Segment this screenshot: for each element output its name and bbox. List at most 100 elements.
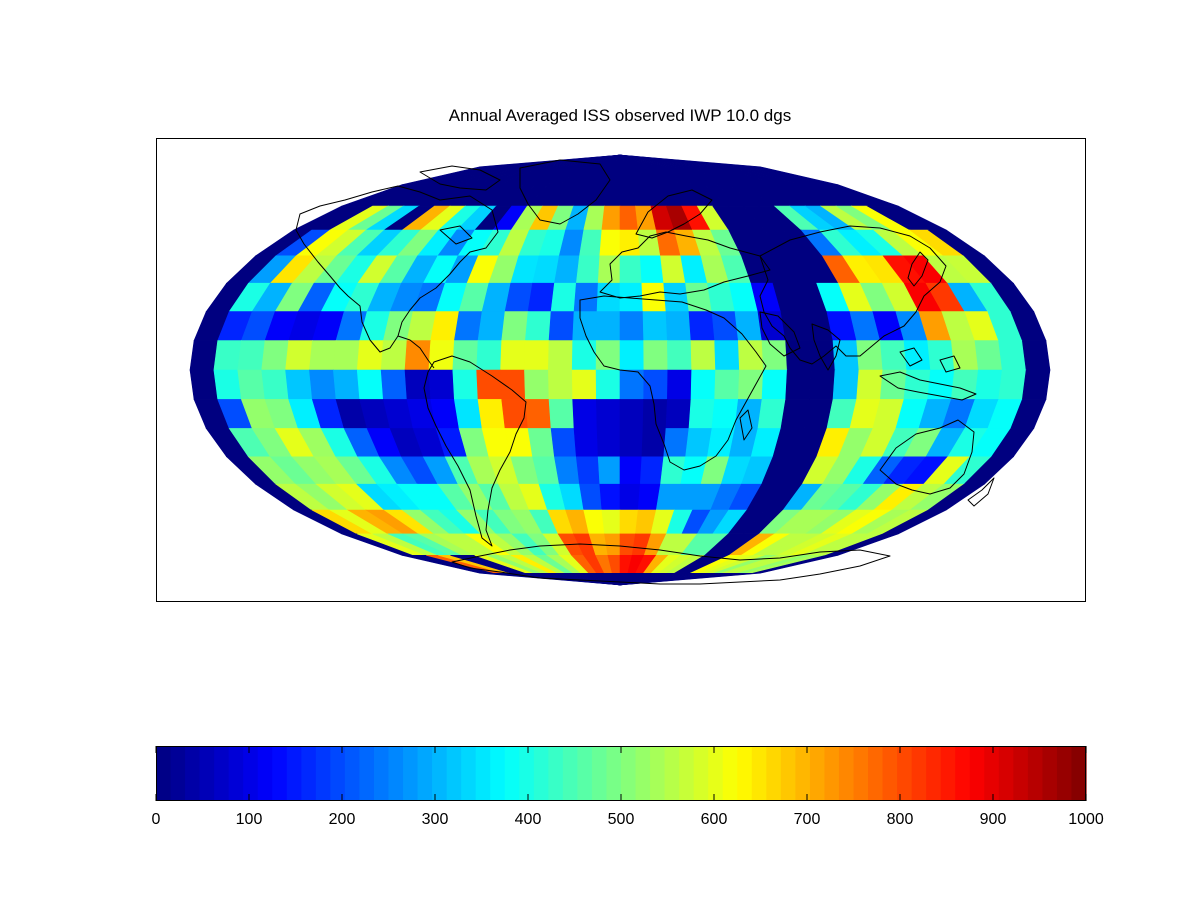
colorbar-strip bbox=[940, 746, 956, 801]
colorbar-strip bbox=[432, 746, 448, 801]
colorbar-strip bbox=[722, 746, 738, 801]
colorbar-strip bbox=[373, 746, 390, 801]
colorbar-strip bbox=[838, 746, 855, 801]
colorbar-strip bbox=[403, 746, 419, 801]
coastline-arctic-islands bbox=[419, 165, 501, 245]
grid-cell bbox=[619, 572, 761, 586]
colorbar-strip bbox=[577, 746, 593, 801]
colorbar-tick-label: 400 bbox=[515, 811, 542, 828]
colorbar-tick-label: 300 bbox=[422, 811, 449, 828]
colorbar-strip bbox=[156, 746, 172, 801]
colorbar-strip bbox=[257, 746, 273, 801]
colorbar-strip bbox=[519, 746, 535, 801]
colorbar-tick-label: 200 bbox=[329, 811, 356, 828]
colorbar-strip bbox=[228, 746, 244, 801]
coastline-asia bbox=[759, 225, 947, 365]
map-axes-frame bbox=[156, 138, 1086, 602]
coastline-madagascar bbox=[739, 409, 753, 441]
colorbar-tick-label: 1000 bbox=[1068, 811, 1104, 828]
colorbar-strip bbox=[490, 746, 506, 801]
colorbar-strip bbox=[344, 746, 361, 801]
coastline-indonesia bbox=[879, 347, 977, 401]
colorbar-strip bbox=[504, 746, 520, 801]
colorbar-strip bbox=[795, 746, 811, 801]
colorbar-strip bbox=[388, 746, 404, 801]
colorbar-strip bbox=[621, 746, 637, 801]
colorbar-strip bbox=[1013, 746, 1029, 801]
colorbar-strip bbox=[1071, 746, 1087, 801]
coastline-india bbox=[811, 323, 841, 371]
colorbar-strip bbox=[591, 746, 608, 801]
colorbar-strip bbox=[868, 746, 884, 801]
coastline-greenland bbox=[519, 159, 611, 225]
colorbar-strip bbox=[882, 746, 898, 801]
colorbar-strip bbox=[708, 746, 724, 801]
colorbar-strip bbox=[955, 746, 971, 801]
colorbar-strip bbox=[286, 746, 302, 801]
colorbar-tick-label: 600 bbox=[701, 811, 728, 828]
colorbar-ticks: 0 100 200 300 400 500 600 700 800 900 1000 bbox=[152, 746, 1104, 828]
colorbar-strip bbox=[1042, 746, 1058, 801]
colorbar-gradient bbox=[156, 746, 1087, 801]
colorbar-strip bbox=[170, 746, 186, 801]
colorbar-strip bbox=[461, 746, 477, 801]
colorbar-strip bbox=[693, 746, 709, 801]
colorbar-tick-label: 500 bbox=[608, 811, 635, 828]
coastline-africa bbox=[579, 295, 767, 471]
colorbar-strip bbox=[243, 746, 259, 801]
coastline-europe bbox=[599, 231, 771, 299]
coastline-australia bbox=[879, 419, 975, 495]
colorbar-strip bbox=[446, 746, 462, 801]
colorbar-strip bbox=[315, 746, 331, 801]
colorbar-strip bbox=[301, 746, 317, 801]
coastline-south-america bbox=[423, 355, 527, 547]
colorbar-strip bbox=[475, 746, 491, 801]
colorbar-strip bbox=[330, 746, 346, 801]
colorbar-strip bbox=[214, 746, 230, 801]
colorbar-strip bbox=[664, 746, 680, 801]
colorbar-strip bbox=[606, 746, 622, 801]
colorbar-strip bbox=[737, 746, 753, 801]
colorbar-tick-label: 800 bbox=[887, 811, 914, 828]
coastline-new-zealand bbox=[967, 477, 995, 507]
colorbar-strip bbox=[650, 746, 666, 801]
colorbar-strip bbox=[417, 746, 433, 801]
colorbar-strip bbox=[853, 746, 869, 801]
colorbar-strip bbox=[998, 746, 1014, 801]
colorbar-tick-label: 700 bbox=[794, 811, 821, 828]
colorbar-tick-label: 900 bbox=[980, 811, 1007, 828]
colorbar-strip bbox=[1027, 746, 1044, 801]
plot-title: Annual Averaged ISS observed IWP 10.0 dg… bbox=[448, 106, 792, 125]
colorbar-strip bbox=[548, 746, 564, 801]
colorbar-strip bbox=[766, 746, 782, 801]
coastline-central-america bbox=[397, 335, 435, 369]
coastline-japan bbox=[907, 251, 929, 287]
colorbar-strip bbox=[562, 746, 579, 801]
colorbar-strip bbox=[751, 746, 767, 801]
colorbar-strip bbox=[911, 746, 927, 801]
colorbar-strip bbox=[809, 746, 826, 801]
colorbar-strip bbox=[185, 746, 201, 801]
colorbar-strip bbox=[635, 746, 651, 801]
colorbar-strip bbox=[533, 746, 549, 801]
coastline-arabia bbox=[759, 311, 801, 357]
colorbar-strip bbox=[199, 746, 215, 801]
coastline-scandinavia bbox=[635, 189, 713, 239]
colorbar-strip bbox=[679, 746, 695, 801]
colorbar-tick-label: 0 bbox=[152, 811, 161, 828]
coastlines bbox=[295, 159, 995, 585]
colorbar-strip bbox=[824, 746, 840, 801]
colorbar-strip bbox=[926, 746, 942, 801]
colorbar-strip bbox=[897, 746, 913, 801]
coastline-antarctica bbox=[451, 543, 891, 585]
colorbar-strip bbox=[984, 746, 1000, 801]
colorbar-strip bbox=[969, 746, 985, 801]
iwp-grid-cells bbox=[189, 154, 1051, 586]
colorbar-strip bbox=[272, 746, 288, 801]
colorbar-strip bbox=[359, 746, 375, 801]
colorbar-tick-label: 100 bbox=[236, 811, 263, 828]
colorbar-strip bbox=[1056, 746, 1073, 801]
coastline-north-america bbox=[295, 185, 499, 353]
